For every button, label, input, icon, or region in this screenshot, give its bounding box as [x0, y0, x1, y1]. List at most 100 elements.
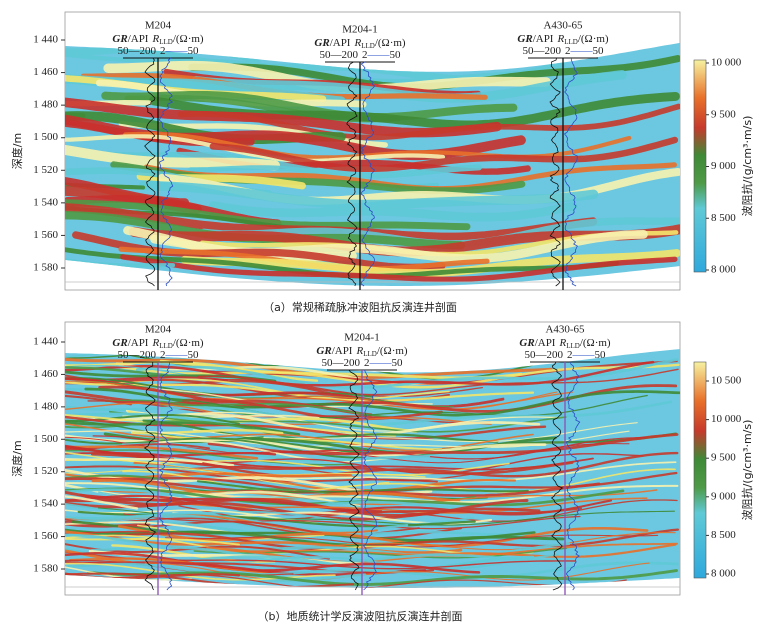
- well-name: A430-65: [545, 324, 585, 336]
- log-range: 50—200 2——50: [118, 349, 200, 361]
- y-tick-label: 1 480: [33, 99, 58, 111]
- log-range: 50—200 2——50: [320, 49, 402, 61]
- colorbar-tick-label: 9 500: [711, 108, 736, 120]
- section-stripe: [65, 514, 313, 535]
- section-stripe: [84, 387, 680, 417]
- well-name: A430-65: [543, 20, 583, 32]
- log-header-part: R: [151, 337, 159, 349]
- gr-log: [346, 61, 358, 287]
- colorbar: [693, 361, 707, 579]
- impedance-section: [65, 349, 680, 588]
- gr-range: 50—200: [320, 49, 359, 61]
- well-name: M204: [145, 20, 172, 32]
- log-header-part: /API: [128, 337, 149, 349]
- rt-log: [360, 61, 376, 287]
- section-stripe: [108, 410, 567, 433]
- section-stripe: [65, 494, 613, 516]
- log-header-part: GR: [519, 337, 534, 349]
- rt-dash: ——: [570, 45, 594, 57]
- section-stripe: [65, 548, 535, 572]
- y-tick-label: 1 580: [33, 262, 58, 274]
- section-stripe: [201, 360, 678, 385]
- section-stripe: [135, 358, 679, 389]
- log-header-part: /(Ω·m): [580, 337, 611, 349]
- well-name: M204-1: [342, 24, 377, 36]
- section-stripe: [109, 520, 550, 538]
- y-tick-label: 1 460: [33, 368, 58, 380]
- section-stripe: [65, 144, 280, 171]
- rt-min: 2: [160, 349, 166, 361]
- rt-dash: ——: [165, 349, 189, 361]
- rt-dash: ——: [165, 45, 189, 57]
- colorbar-label: 波阻抗/(g/cm³·m/s): [740, 420, 754, 521]
- log-header-part: R: [558, 337, 566, 349]
- colorbar-tick-label: 8 500: [711, 529, 736, 541]
- well-name: M204: [145, 324, 172, 336]
- section-stripe: [205, 391, 573, 410]
- log-header-part: GR: [517, 33, 532, 45]
- y-tick-label: 1 440: [33, 34, 58, 46]
- section-stripe: [138, 180, 599, 210]
- panel-caption: （b）地质统计学反演波阻抗反演连井剖面: [258, 609, 463, 623]
- gr-log: [549, 57, 561, 287]
- log-header-part: R: [151, 33, 159, 45]
- log-header: GR/API RLLD/(Ω·m): [316, 345, 408, 358]
- y-tick-label: 1 480: [33, 400, 58, 412]
- log-range: 50—200 2——50: [525, 349, 607, 361]
- log-header-part: /(Ω·m): [377, 345, 408, 357]
- gr-range: 50—200: [322, 357, 361, 369]
- colorbar-tick-label: 9 000: [711, 160, 736, 172]
- section-stripe: [65, 394, 133, 406]
- section-stripe: [192, 422, 638, 443]
- rt-log: [565, 361, 581, 591]
- gr-range: 50—200: [118, 45, 157, 57]
- y-tick-label: 1 560: [33, 530, 58, 542]
- section-stripe: [65, 549, 133, 564]
- colorbar-tick-label: 9 000: [711, 490, 736, 502]
- section-stripe: [165, 534, 659, 548]
- log-header: GR/API RLLD/(Ω·m): [314, 37, 406, 50]
- section-stripe: [123, 513, 581, 530]
- section-stripe: [65, 360, 319, 382]
- log-header-part: /API: [332, 345, 353, 357]
- gr-range: 50—200: [118, 349, 157, 361]
- colorbar-label: 波阻抗/(g/cm³·m/s): [740, 116, 754, 217]
- section-stripe: [65, 562, 336, 581]
- colorbar-tick-label: 8 500: [711, 212, 736, 224]
- rt-min: 2: [567, 349, 573, 361]
- log-header-part: LLD: [363, 350, 377, 358]
- gr-log: [144, 57, 156, 287]
- log-header-part: LLD: [361, 42, 375, 50]
- rt-min: 2: [362, 49, 368, 61]
- section-stripe: [65, 501, 541, 521]
- gr-log: [348, 369, 360, 591]
- rt-max: 50: [188, 45, 200, 57]
- section-stripe: [75, 380, 455, 408]
- log-header-part: GR: [112, 337, 127, 349]
- log-range: 50—200 2——50: [322, 357, 404, 369]
- section-stripe: [177, 103, 680, 141]
- y-tick-label: 1 580: [33, 563, 58, 575]
- log-header-part: /API: [535, 337, 556, 349]
- section-stripe: [117, 525, 649, 548]
- panel-caption: （a）常规稀疏脉冲波阻抗反演连井剖面: [263, 300, 457, 314]
- log-header: GR/API RLLD/(Ω·m): [519, 337, 611, 350]
- colorbar-tick-label: 8 000: [711, 264, 736, 276]
- log-header-part: LLD: [159, 38, 173, 46]
- section-stripe: [65, 474, 168, 481]
- rt-log: [158, 362, 173, 591]
- y-tick-label: 1 520: [33, 164, 58, 176]
- log-header-part: /API: [533, 33, 554, 45]
- section-stripe: [65, 499, 582, 516]
- colorbar-tick-label: 10 000: [711, 57, 742, 69]
- log-header-part: /(Ω·m): [173, 33, 204, 45]
- gr-log: [550, 361, 564, 591]
- section-stripe: [209, 136, 679, 173]
- section-stripe: [120, 254, 678, 282]
- log-header-part: GR: [314, 37, 329, 49]
- rt-max: 50: [390, 49, 402, 61]
- rt-dash: ——: [369, 357, 393, 369]
- section-stripe: [211, 378, 483, 398]
- y-axis-label: 深度/m: [10, 440, 24, 476]
